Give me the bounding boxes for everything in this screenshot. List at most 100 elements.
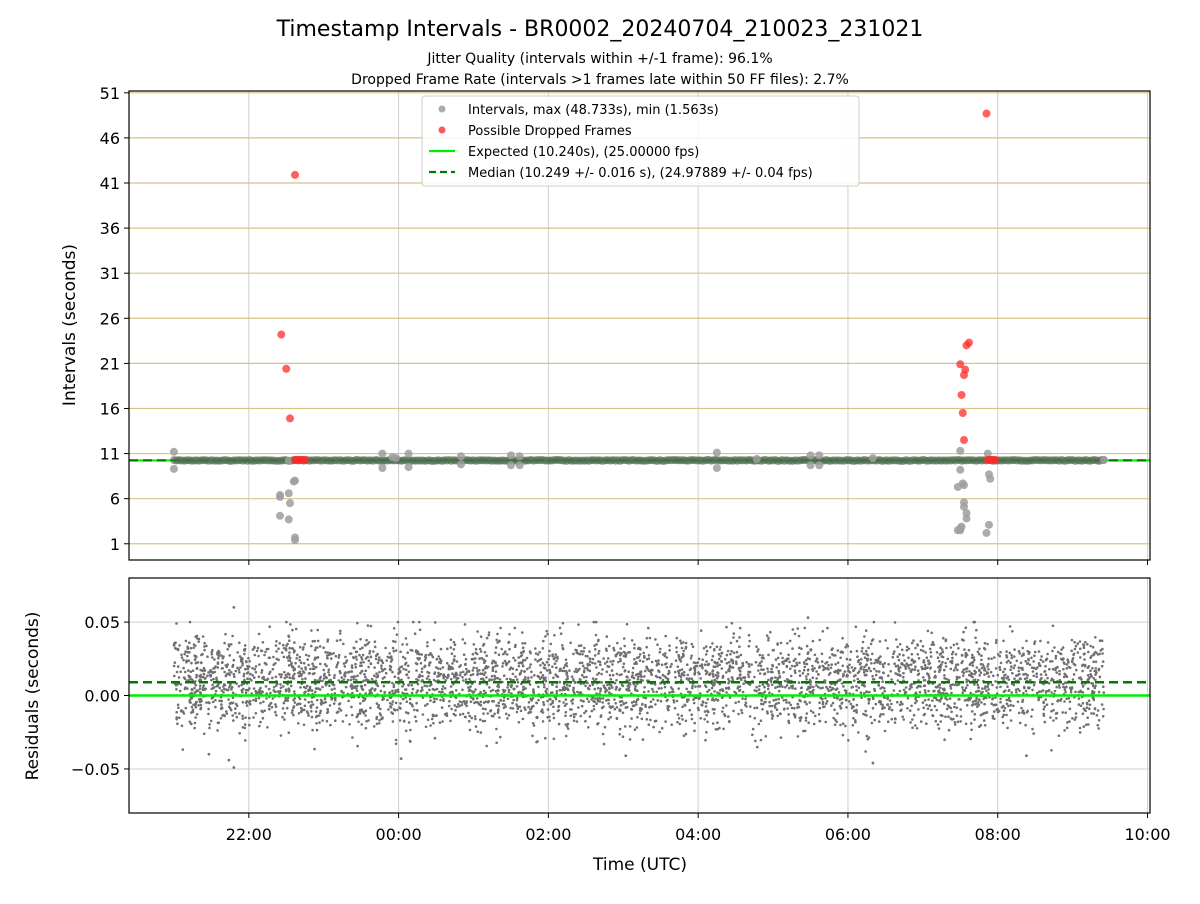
- residual-point: [1006, 727, 1009, 730]
- residual-point: [999, 701, 1002, 704]
- residual-point: [1044, 698, 1047, 701]
- residual-point: [761, 654, 764, 657]
- residual-point: [961, 654, 964, 657]
- residual-point: [322, 702, 325, 705]
- residual-point: [878, 700, 881, 703]
- residual-point: [540, 658, 543, 661]
- residual-point: [749, 705, 752, 708]
- residual-point: [762, 657, 765, 660]
- residual-point: [444, 687, 447, 690]
- residual-point: [602, 733, 605, 736]
- residual-point: [1048, 682, 1051, 685]
- residual-point: [609, 674, 612, 677]
- residual-point: [576, 649, 579, 652]
- residual-point: [826, 667, 829, 670]
- residual-point: [583, 647, 586, 650]
- residual-point: [540, 671, 543, 674]
- residual-point: [359, 638, 362, 641]
- residual-point: [433, 697, 436, 700]
- residual-point: [351, 667, 354, 670]
- residual-point: [1023, 712, 1026, 715]
- residual-point: [767, 685, 770, 688]
- residual-point: [759, 672, 762, 675]
- residual-point: [608, 665, 611, 668]
- residual-point: [974, 637, 977, 640]
- residual-point: [956, 714, 959, 717]
- residual-point: [1035, 675, 1038, 678]
- residual-point: [685, 733, 688, 736]
- residual-point: [373, 725, 376, 728]
- residual-point: [184, 678, 187, 681]
- residual-point: [764, 701, 767, 704]
- residual-point: [785, 699, 788, 702]
- residual-point: [1077, 642, 1080, 645]
- residual-point: [314, 679, 317, 682]
- residual-point: [951, 718, 954, 721]
- residual-point: [705, 705, 708, 708]
- residual-point: [187, 647, 190, 650]
- residual-point: [796, 703, 799, 706]
- residual-point: [839, 678, 842, 681]
- residual-point: [426, 671, 429, 674]
- residual-point: [442, 666, 445, 669]
- residual-point: [649, 705, 652, 708]
- residual-point: [399, 666, 402, 669]
- residual-point: [961, 686, 964, 689]
- residual-point: [537, 699, 540, 702]
- residual-point: [416, 689, 419, 692]
- residual-point: [728, 661, 731, 664]
- residual-point: [797, 735, 800, 738]
- residual-point: [396, 709, 399, 712]
- residual-point: [523, 670, 526, 673]
- residual-point: [800, 687, 803, 690]
- residual-point: [1090, 655, 1093, 658]
- residual-point: [667, 673, 670, 676]
- residual-point: [1031, 728, 1034, 731]
- residual-point: [298, 665, 301, 668]
- residual-point: [920, 649, 923, 652]
- residual-point: [249, 678, 252, 681]
- residual-point: [777, 702, 780, 705]
- residual-point: [845, 706, 848, 709]
- residual-point: [319, 688, 322, 691]
- residual-point: [514, 675, 517, 678]
- residual-point: [192, 669, 195, 672]
- residual-point: [943, 677, 946, 680]
- residual-point: [467, 712, 470, 715]
- residual-point: [565, 735, 568, 738]
- residual-point: [821, 660, 824, 663]
- residual-point: [760, 660, 763, 663]
- residual-point: [711, 687, 714, 690]
- residual-point: [453, 659, 456, 662]
- residual-point: [918, 657, 921, 660]
- residual-point: [176, 722, 179, 725]
- residual-point: [794, 687, 797, 690]
- residual-point: [806, 688, 809, 691]
- residual-point: [556, 690, 559, 693]
- residual-point: [712, 675, 715, 678]
- residual-point: [899, 703, 902, 706]
- residual-point: [1037, 699, 1040, 702]
- residual-point: [914, 660, 917, 663]
- residual-point: [664, 720, 667, 723]
- residual-point: [403, 720, 406, 723]
- residual-point: [992, 715, 995, 718]
- residual-point: [869, 658, 872, 661]
- residual-point: [817, 661, 820, 664]
- residual-point: [1053, 646, 1056, 649]
- residual-point: [395, 702, 398, 705]
- residual-point: [304, 677, 307, 680]
- residual-point: [899, 690, 902, 693]
- residual-point: [499, 627, 502, 630]
- residual-point: [370, 688, 373, 691]
- residual-point: [275, 676, 278, 679]
- residual-point: [529, 652, 532, 655]
- residual-point: [731, 676, 734, 679]
- residual-point: [1051, 650, 1054, 653]
- residual-point: [173, 665, 176, 668]
- residual-point: [868, 699, 871, 702]
- residual-point: [637, 698, 640, 701]
- residual-point: [745, 661, 748, 664]
- residual-point: [711, 642, 714, 645]
